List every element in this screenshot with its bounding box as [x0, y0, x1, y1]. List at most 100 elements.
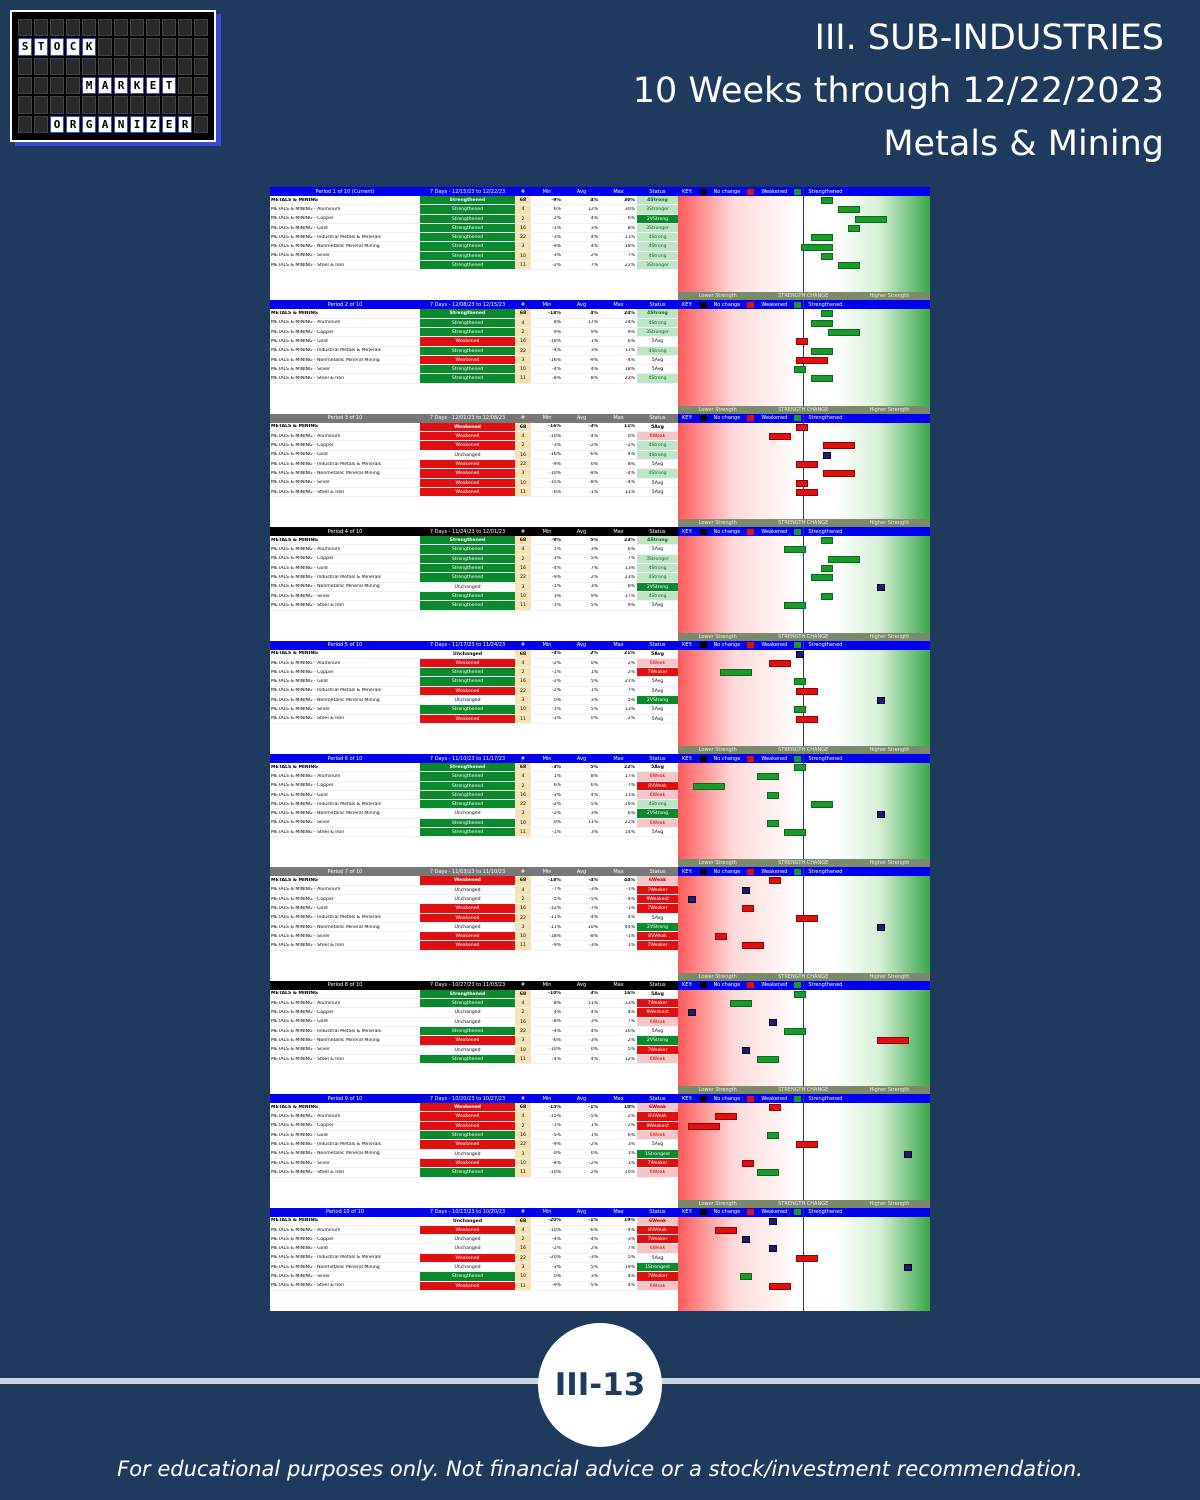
logo-blank-cell [114, 38, 128, 56]
max-return: 24% [624, 320, 635, 326]
change-arrow [769, 1245, 777, 1253]
table-row: METALS & MINING - Nonmetallic Mineral Mi… [270, 242, 678, 252]
table-row: METALS & MINING - Nonmetallic Mineral Mi… [270, 355, 678, 366]
period-header: Period 2 of 10 7 Days - 12/08/23 to 12/15… [270, 300, 678, 310]
table-row: METALS & MINING - Copper Weakened 2 -3% -2% -… [270, 441, 678, 451]
max-return: 16% [624, 801, 635, 807]
logo-blank-cell [18, 77, 32, 95]
period-label: Period 8 of 10 [327, 982, 363, 989]
max-return: 44% [624, 878, 635, 884]
max-return: 22% [624, 764, 635, 770]
column-count: # [520, 868, 526, 875]
strength-status: 2VStrong [637, 809, 678, 818]
max-return: 13% [624, 1000, 635, 1006]
no-change-swatch [699, 528, 707, 535]
table-row: METALS & MINING - Nonmetallic Mineral Mi… [270, 809, 678, 819]
sub-industry-name: METALS & MINING - Steel & Iron [271, 262, 345, 268]
stock-count: 68 [515, 649, 531, 658]
avg-return: 3% [590, 1019, 598, 1025]
strengthened-swatch [794, 982, 802, 989]
change-arrow [811, 319, 833, 327]
min-return: -18% [548, 311, 561, 317]
min-return: -4% [552, 348, 561, 354]
sub-industry-name: METALS & MINING - Aluminum [271, 887, 341, 893]
stock-count: 22 [515, 1253, 531, 1263]
sub-industry-name: METALS & MINING - Silver [271, 593, 331, 599]
period-table: Period 10 of 10 7 Days - 10/13/23 to 10/2… [270, 1207, 678, 1311]
avg-return: 7% [590, 565, 598, 571]
sub-industry-name: METALS & MINING - Industrial Metals & Mi… [271, 234, 382, 240]
strength-status: 7Weaker [637, 904, 678, 913]
min-return: -10% [549, 1169, 561, 1175]
logo-blank-cell [82, 96, 96, 114]
stock-count: 11 [515, 1168, 531, 1177]
change-arrow [730, 1000, 752, 1008]
center-divider [803, 640, 804, 754]
strength-status: 7Weaker [637, 1272, 678, 1281]
min-return: 6% [553, 206, 561, 212]
key-label: KEY: [682, 982, 693, 989]
stock-count: 3 [515, 1263, 531, 1272]
strength-change-visual: Lower Strength STRENGTH CHANGE Higher Stre… [678, 746, 930, 867]
table-row: METALS & MINING - Copper Strengthened 2 9% 9… [270, 327, 678, 338]
change-arrow [821, 252, 833, 260]
change-arrow [757, 1055, 779, 1063]
change-arrow [769, 433, 791, 441]
strength-status: 6Weak [637, 876, 678, 885]
stock-count: 16 [515, 223, 531, 233]
sub-industry-name: METALS & MINING - Nonmetallic Mineral Mi… [271, 244, 380, 250]
avg-return: 2% [590, 1169, 598, 1175]
strength-change-label: STRENGTH CHANGE [778, 1087, 829, 1094]
table-row: METALS & MINING - Steel & Iron Strengthen… [270, 374, 678, 384]
strength-status: 9Weakest [637, 1008, 678, 1017]
strengthened-swatch [794, 528, 802, 535]
avg-return: -5% [589, 896, 598, 902]
strength-status: 9Weakest [637, 1121, 678, 1131]
lower-strength-label: Lower Strength [698, 1200, 737, 1207]
column-min: Min [542, 188, 552, 195]
min-return: -3% [551, 764, 561, 770]
period-header: Period 4 of 10 7 Days - 11/24/23 to 12/01… [270, 527, 678, 537]
column-avg: Avg [576, 755, 587, 762]
logo-blank-cell [146, 57, 160, 75]
sub-industry-name: METALS & MINING - Aluminum [271, 547, 341, 553]
stock-count: 16 [515, 450, 531, 459]
table-row: METALS & MINING - Industrial Metals & Mi… [270, 233, 678, 243]
sub-industry-name: METALS & MINING - Silver [271, 1160, 331, 1166]
strength-status: 6Weak [637, 1017, 678, 1026]
title-timeframe: 10 Weeks through 12/22/2023 [632, 71, 1164, 111]
stock-count: 4 [515, 885, 531, 894]
max-return: 12% [624, 1056, 635, 1062]
max-return: 10% [624, 1104, 635, 1110]
center-divider [803, 1094, 804, 1208]
stock-count: 3 [515, 922, 531, 932]
min-return: -16% [549, 452, 561, 458]
column-max: Max [613, 755, 624, 762]
weakened-label: Weakened [761, 755, 788, 762]
center-divider [803, 754, 804, 867]
sub-industry-name: METALS & MINING - Gold [271, 905, 328, 911]
strength-change-visual: Lower Strength STRENGTH CHANGE Higher Stre… [678, 632, 930, 754]
period-table: Period 3 of 10 7 Days - 12/01/23 to 12/08… [270, 413, 678, 527]
weakened-swatch [747, 982, 755, 989]
weakened-label: Weakened [761, 642, 788, 649]
stock-count: 68 [515, 876, 531, 885]
strength-change-cell: Weakened [420, 932, 515, 941]
avg-return: 3% [590, 811, 598, 817]
center-divider [803, 413, 804, 527]
period-table: Period 7 of 10 7 Days - 11/03/23 to 11/10… [270, 867, 678, 980]
sub-industry-name: METALS & MINING - Silver [271, 480, 331, 486]
table-row: METALS & MINING - Gold Strengthened 16 -1% 3… [270, 223, 678, 234]
max-return: 4% [627, 452, 635, 458]
column-avg: Avg [576, 1095, 587, 1102]
strength-change-visual: Lower Strength STRENGTH CHANGE Higher Stre… [678, 519, 930, 641]
key-label: KEY: [682, 1209, 693, 1216]
column-max: Max [613, 982, 624, 989]
table-row: METALS & MINING - Silver Strengthened 10 3%… [270, 591, 678, 602]
strength-status: 2VStrong [637, 214, 678, 223]
sub-industry-name: METALS & MINING - Steel & Iron [271, 489, 345, 495]
sub-industry-name: METALS & MINING [271, 878, 318, 884]
avg-return: 1% [590, 1132, 598, 1138]
column-status: Status [649, 868, 666, 875]
sub-industry-name: METALS & MINING - Industrial Metals & Mi… [271, 915, 382, 921]
